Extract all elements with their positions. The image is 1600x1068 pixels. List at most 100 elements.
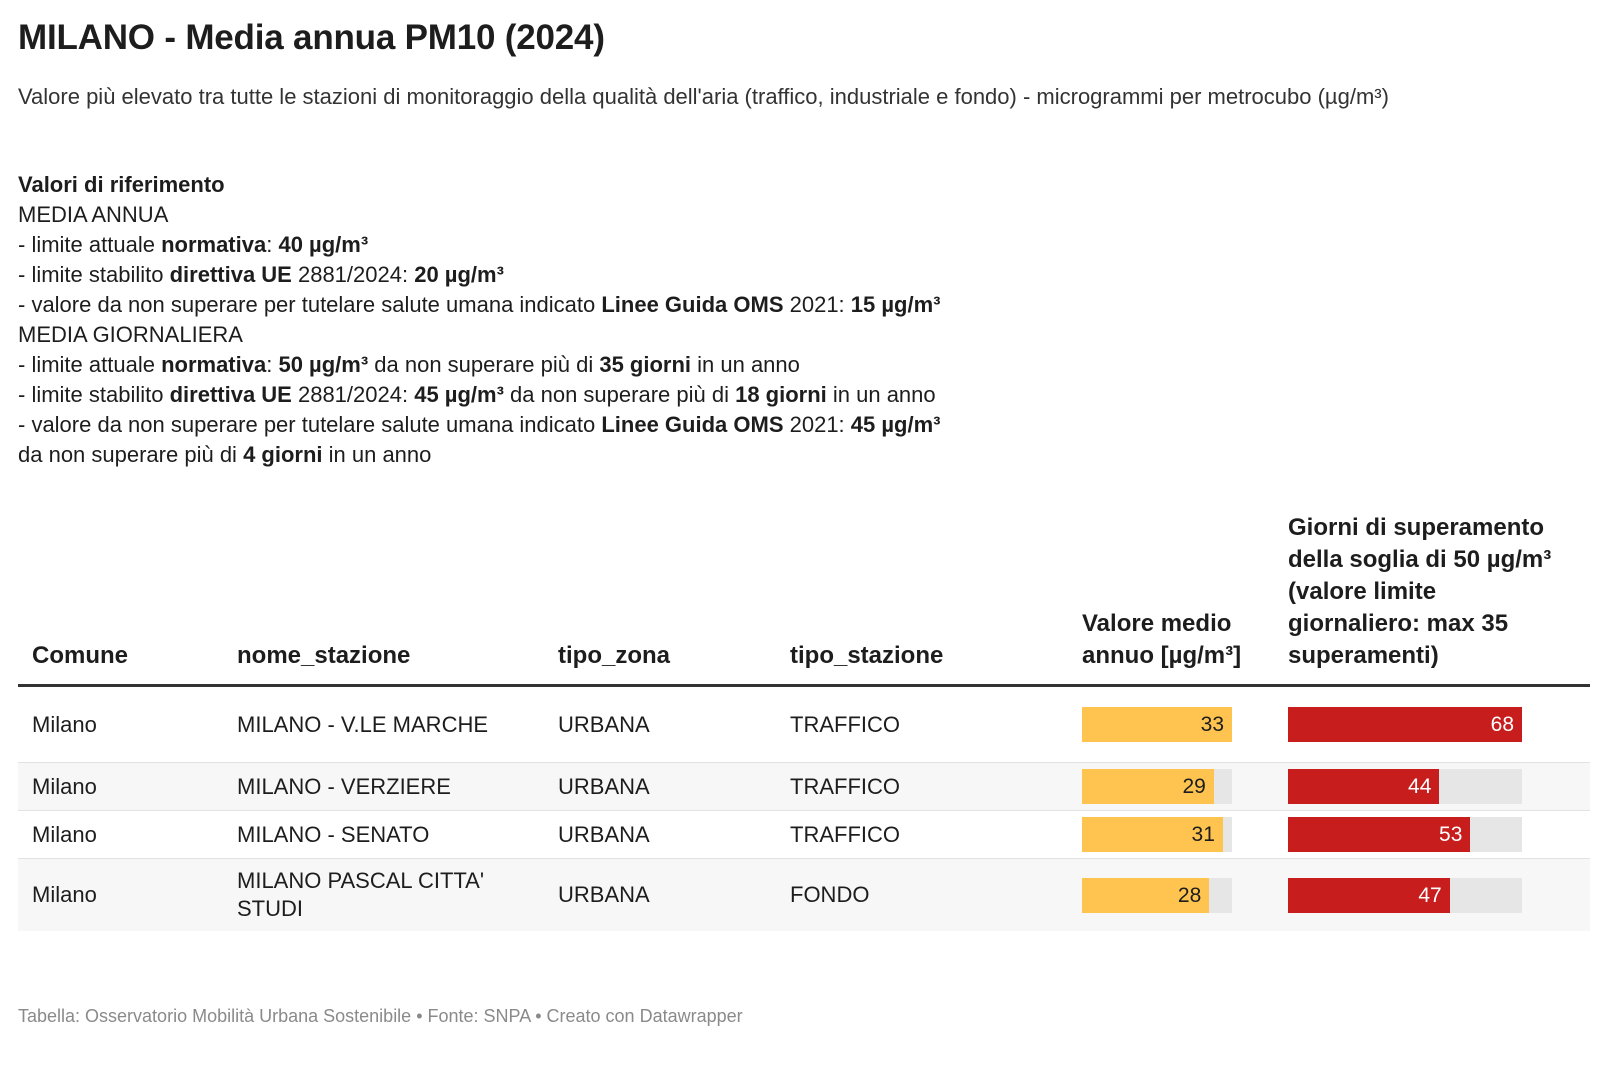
refs-line: - limite attuale normativa: 50 µg/m³ da … bbox=[18, 350, 1118, 380]
refs-text: in un anno bbox=[826, 382, 936, 407]
refs-text: in un anno bbox=[691, 352, 800, 377]
refs-annual-heading: MEDIA ANNUA bbox=[18, 202, 169, 227]
refs-text: da non superare più di bbox=[18, 442, 244, 467]
refs-bold-text: 20 µg/m³ bbox=[414, 262, 504, 287]
cell-tipo: TRAFFICO bbox=[776, 685, 1068, 763]
cell-tipo: TRAFFICO bbox=[776, 762, 1068, 811]
table-row: Milano MILANO - VERZIERE URBANA TRAFFICO 29 4… bbox=[18, 762, 1590, 811]
media-bar: 31 bbox=[1082, 817, 1223, 852]
refs-daily-heading: MEDIA GIORNALIERA bbox=[18, 322, 243, 347]
refs-text: - valore da non superare per tutelare sa… bbox=[18, 292, 602, 317]
cell-comune: Milano bbox=[18, 762, 223, 811]
column-header[interactable]: Comune bbox=[18, 512, 223, 687]
chart-footer: Tabella: Osservatorio Mobilità Urbana So… bbox=[18, 1006, 743, 1026]
giorni-cell: 53 bbox=[1274, 810, 1590, 859]
giorni-bar: 68 bbox=[1288, 707, 1522, 742]
column-header[interactable]: Valore medio annuo [µg/m³] bbox=[1068, 512, 1274, 687]
refs-text: - limite attuale bbox=[18, 352, 162, 377]
refs-line: - limite stabilito direttiva UE 2881/202… bbox=[18, 380, 1118, 410]
cell-zona: URBANA bbox=[544, 858, 776, 931]
cell-stazione: MILANO PASCAL CITTA' STUDI bbox=[223, 858, 544, 931]
refs-bold-text: 15 µg/m³ bbox=[850, 292, 941, 317]
giorni-cell: 47 bbox=[1274, 858, 1590, 931]
media-bar-label: 33 bbox=[1200, 713, 1224, 736]
refs-text: - limite stabilito bbox=[18, 382, 170, 407]
column-header[interactable]: tipo_stazione bbox=[776, 512, 1068, 687]
giorni-bar: 44 bbox=[1288, 769, 1440, 804]
cell-stazione: MILANO - VERZIERE bbox=[223, 762, 544, 811]
refs-text: 2881/2024: bbox=[291, 262, 415, 287]
giorni-bar-track: 53 bbox=[1288, 817, 1522, 852]
refs-bold-text: normativa bbox=[161, 352, 267, 377]
media-cell: 33 bbox=[1068, 685, 1274, 763]
refs-line: da non superare più di 4 giorni in un an… bbox=[18, 440, 1118, 470]
media-bar-track: 28 bbox=[1082, 877, 1232, 913]
refs-bold-text: direttiva UE bbox=[169, 262, 292, 287]
media-cell: 28 bbox=[1068, 858, 1274, 931]
refs-bold-text: 50 µg/m³ bbox=[278, 352, 369, 377]
refs-line: - valore da non superare per tutelare sa… bbox=[18, 410, 1118, 440]
refs-text: 2881/2024: bbox=[291, 382, 415, 407]
refs-bold-text: normativa bbox=[161, 232, 267, 257]
column-header[interactable]: tipo_zona bbox=[544, 512, 776, 687]
refs-text: 2021: bbox=[783, 292, 851, 317]
refs-bold-text: 45 µg/m³ bbox=[414, 382, 504, 407]
refs-bold-text: 4 giorni bbox=[243, 442, 323, 467]
chart-subtitle: Valore più elevato tra tutte le stazioni… bbox=[18, 84, 1389, 109]
column-header[interactable]: nome_stazione bbox=[223, 512, 544, 687]
giorni-bar-label: 47 bbox=[1418, 883, 1442, 907]
cell-stazione: MILANO - SENATO bbox=[223, 810, 544, 859]
media-bar-label: 28 bbox=[1177, 883, 1202, 907]
giorni-cell: 44 bbox=[1274, 762, 1590, 811]
reference-values: Valori di riferimento MEDIA ANNUA - limi… bbox=[18, 170, 1118, 470]
refs-text: - limite attuale bbox=[18, 232, 162, 257]
refs-bold-text: 35 giorni bbox=[599, 352, 692, 377]
media-bar: 28 bbox=[1082, 877, 1210, 913]
giorni-bar-label: 53 bbox=[1439, 823, 1463, 846]
refs-bold-text: 45 µg/m³ bbox=[850, 412, 941, 437]
cell-comune: Milano bbox=[18, 685, 223, 763]
refs-bold-text: direttiva UE bbox=[169, 382, 292, 407]
data-table: Comune nome_stazione tipo_zona tipo_staz… bbox=[18, 512, 1590, 931]
media-bar: 29 bbox=[1082, 769, 1214, 804]
refs-line: - limite attuale normativa: 40 µg/m³ bbox=[18, 230, 1118, 260]
cell-stazione: MILANO - V.LE MARCHE bbox=[223, 685, 544, 763]
giorni-cell: 68 bbox=[1274, 685, 1590, 763]
refs-text: - valore da non superare per tutelare sa… bbox=[18, 412, 602, 437]
refs-bold-text: 18 giorni bbox=[735, 382, 827, 407]
giorni-bar-label: 44 bbox=[1408, 775, 1432, 798]
refs-line: - valore da non superare per tutelare sa… bbox=[18, 290, 1118, 320]
media-bar-track: 29 bbox=[1082, 769, 1232, 804]
refs-bold-text: 40 µg/m³ bbox=[278, 232, 369, 257]
refs-text: - limite stabilito bbox=[18, 262, 170, 287]
giorni-bar-track: 68 bbox=[1288, 707, 1522, 742]
media-bar: 33 bbox=[1082, 707, 1232, 742]
cell-zona: URBANA bbox=[544, 762, 776, 811]
cell-comune: Milano bbox=[18, 810, 223, 859]
refs-line: - limite stabilito direttiva UE 2881/202… bbox=[18, 260, 1118, 290]
giorni-bar-track: 47 bbox=[1288, 877, 1522, 913]
table-header-row: Comune nome_stazione tipo_zona tipo_staz… bbox=[18, 512, 1590, 687]
table-row: Milano MILANO PASCAL CITTA' STUDI URBANA FO… bbox=[18, 858, 1590, 931]
refs-bold-text: Linee Guida OMS bbox=[601, 412, 784, 437]
media-bar-label: 31 bbox=[1191, 823, 1215, 846]
giorni-bar: 47 bbox=[1288, 877, 1450, 913]
refs-heading: Valori di riferimento bbox=[18, 172, 225, 197]
column-header[interactable]: Giorni di superamento della soglia di 50… bbox=[1274, 512, 1590, 687]
refs-bold-text: Linee Guida OMS bbox=[601, 292, 784, 317]
refs-text: : bbox=[266, 352, 279, 377]
refs-text: da non superare più di bbox=[503, 382, 736, 407]
cell-comune: Milano bbox=[18, 858, 223, 931]
giorni-bar-track: 44 bbox=[1288, 769, 1522, 804]
media-cell: 29 bbox=[1068, 762, 1274, 811]
refs-text: in un anno bbox=[322, 442, 432, 467]
giorni-bar: 53 bbox=[1288, 817, 1471, 852]
cell-tipo: FONDO bbox=[776, 858, 1068, 931]
chart-title: MILANO - Media annua PM10 (2024) bbox=[18, 18, 605, 57]
media-bar-track: 31 bbox=[1082, 817, 1232, 852]
table-row: Milano MILANO - V.LE MARCHE URBANA TRAFFICO… bbox=[18, 685, 1590, 763]
cell-zona: URBANA bbox=[544, 810, 776, 859]
giorni-bar-label: 68 bbox=[1490, 713, 1514, 736]
refs-text: 2021: bbox=[783, 412, 851, 437]
cell-zona: URBANA bbox=[544, 685, 776, 763]
